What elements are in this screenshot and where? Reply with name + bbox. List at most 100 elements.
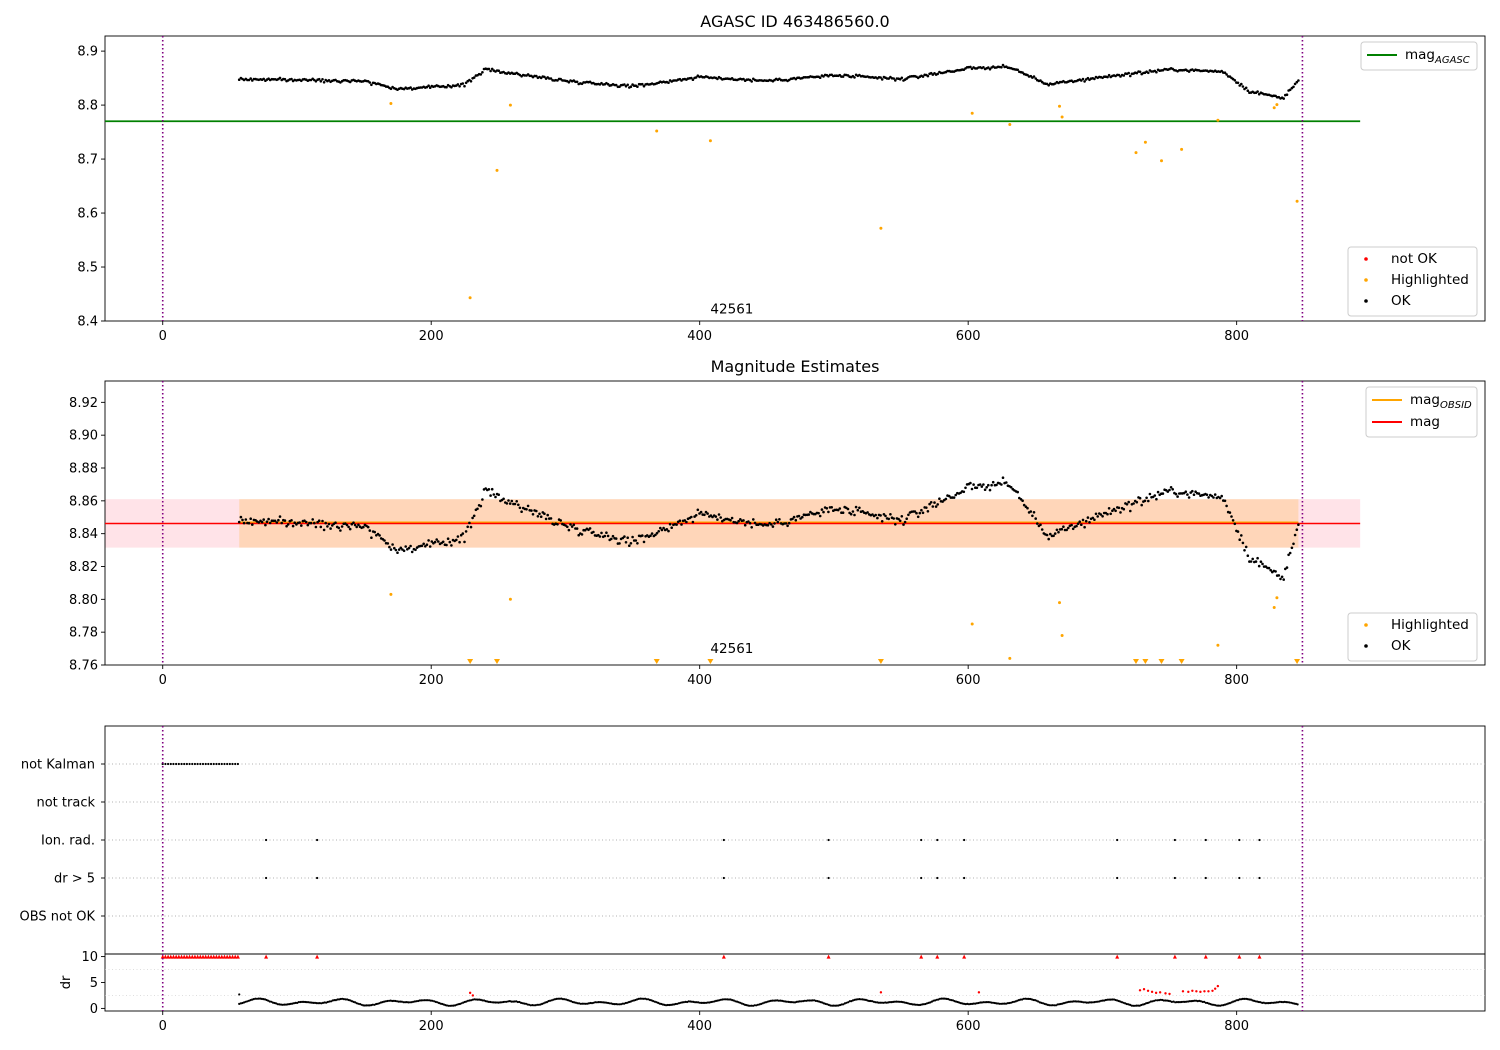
ok-point	[502, 497, 505, 501]
dr-highlight-point	[1138, 989, 1142, 992]
ok-point	[456, 535, 460, 538]
ok-point	[497, 69, 501, 72]
ok-point	[786, 524, 789, 528]
dr-point	[877, 1001, 880, 1004]
ok-point	[309, 521, 313, 525]
x-tick-label: 400	[687, 1019, 712, 1034]
dr-point	[400, 1000, 403, 1003]
dr-point	[945, 997, 948, 1001]
dr-point	[689, 1000, 692, 1003]
ok-point	[897, 517, 900, 521]
ok-point	[894, 79, 897, 82]
dr-point	[1280, 1000, 1283, 1004]
dr-point	[831, 1004, 834, 1007]
flag-point	[207, 762, 210, 766]
dr-point	[1006, 1002, 1009, 1005]
dr-capped-marker	[222, 954, 227, 959]
dr-point	[898, 1000, 901, 1003]
ok-point	[479, 504, 483, 508]
legend-marker	[1364, 644, 1368, 648]
ok-point	[655, 531, 659, 535]
ok-point	[1107, 73, 1111, 77]
dr-highlight-point	[1213, 987, 1217, 990]
ok-point	[830, 506, 833, 509]
dr-point	[268, 1000, 271, 1003]
dr-point	[967, 1003, 971, 1006]
ok-point	[265, 520, 269, 523]
ok-point	[624, 85, 628, 88]
dr-point	[684, 1000, 687, 1004]
dr-highlight-point	[1187, 990, 1190, 994]
ok-point	[324, 521, 328, 525]
ok-point	[283, 77, 287, 81]
dr-point	[992, 1001, 995, 1004]
dr-point	[694, 1001, 697, 1004]
ok-point	[464, 81, 468, 85]
ok-point	[1269, 568, 1272, 572]
flag-row-label: OBS not OK	[20, 910, 96, 925]
highlighted-point	[1216, 643, 1220, 647]
dr-point	[516, 1000, 520, 1004]
dr-point	[800, 1000, 803, 1003]
flag-point	[827, 876, 830, 880]
ok-point	[1132, 502, 1135, 505]
ok-point	[1233, 79, 1237, 82]
legend-box	[1347, 246, 1478, 317]
dr-point	[1037, 1000, 1040, 1003]
dr-point	[724, 998, 727, 1001]
dr-point	[842, 1003, 845, 1006]
dr-point	[1000, 1002, 1003, 1005]
ok-point	[1147, 71, 1150, 75]
dr-point	[511, 1000, 515, 1003]
flag-point	[920, 876, 923, 880]
dr-highlight-point	[1216, 984, 1220, 988]
dr-point	[1079, 1000, 1082, 1003]
dr-point	[1214, 1004, 1217, 1007]
dr-capped-marker	[935, 954, 940, 959]
ok-point	[894, 523, 897, 526]
ok-point	[497, 493, 501, 497]
dr-point	[890, 1001, 893, 1004]
ok-point	[570, 525, 574, 528]
ok-point	[1156, 490, 1160, 494]
legend-label: OK	[1391, 638, 1412, 654]
dr-point	[930, 1000, 934, 1003]
ok-point	[531, 513, 535, 516]
flag-point	[234, 762, 237, 766]
dr-point	[727, 998, 731, 1001]
ok-point	[623, 83, 626, 86]
dr-point	[1285, 1001, 1288, 1004]
dr-point	[447, 1004, 450, 1007]
ok-point	[683, 519, 687, 522]
ok-point	[605, 531, 608, 534]
ok-point	[766, 524, 770, 527]
ok-point	[1053, 532, 1057, 535]
ok-point	[526, 504, 530, 508]
ok-point	[378, 534, 381, 537]
ok-point	[703, 513, 706, 517]
dr-point	[299, 1000, 302, 1004]
ok-point	[1293, 82, 1297, 86]
dr-point	[792, 1001, 795, 1004]
ok-point	[1080, 79, 1083, 82]
ok-point	[420, 544, 424, 548]
dr-point	[255, 997, 259, 1000]
highlighted-point	[1272, 106, 1276, 110]
ok-point	[1212, 496, 1215, 499]
ok-point	[706, 512, 709, 515]
ok-point	[642, 540, 646, 544]
ok-point	[978, 483, 982, 486]
ok-point	[373, 530, 377, 534]
dr-highlight-point	[1207, 990, 1210, 993]
y-tick-label: 8.90	[69, 429, 98, 444]
dr-point	[1228, 1002, 1231, 1005]
ok-point	[667, 529, 670, 533]
ok-point	[1067, 526, 1070, 530]
x-tick-label: 800	[1224, 673, 1249, 688]
ok-point	[991, 480, 995, 484]
highlighted-point	[1180, 147, 1184, 151]
dr-point	[1106, 998, 1109, 1001]
ok-point	[1251, 557, 1254, 561]
y-tick-label: 8.82	[69, 560, 98, 575]
ok-point	[1223, 71, 1227, 74]
